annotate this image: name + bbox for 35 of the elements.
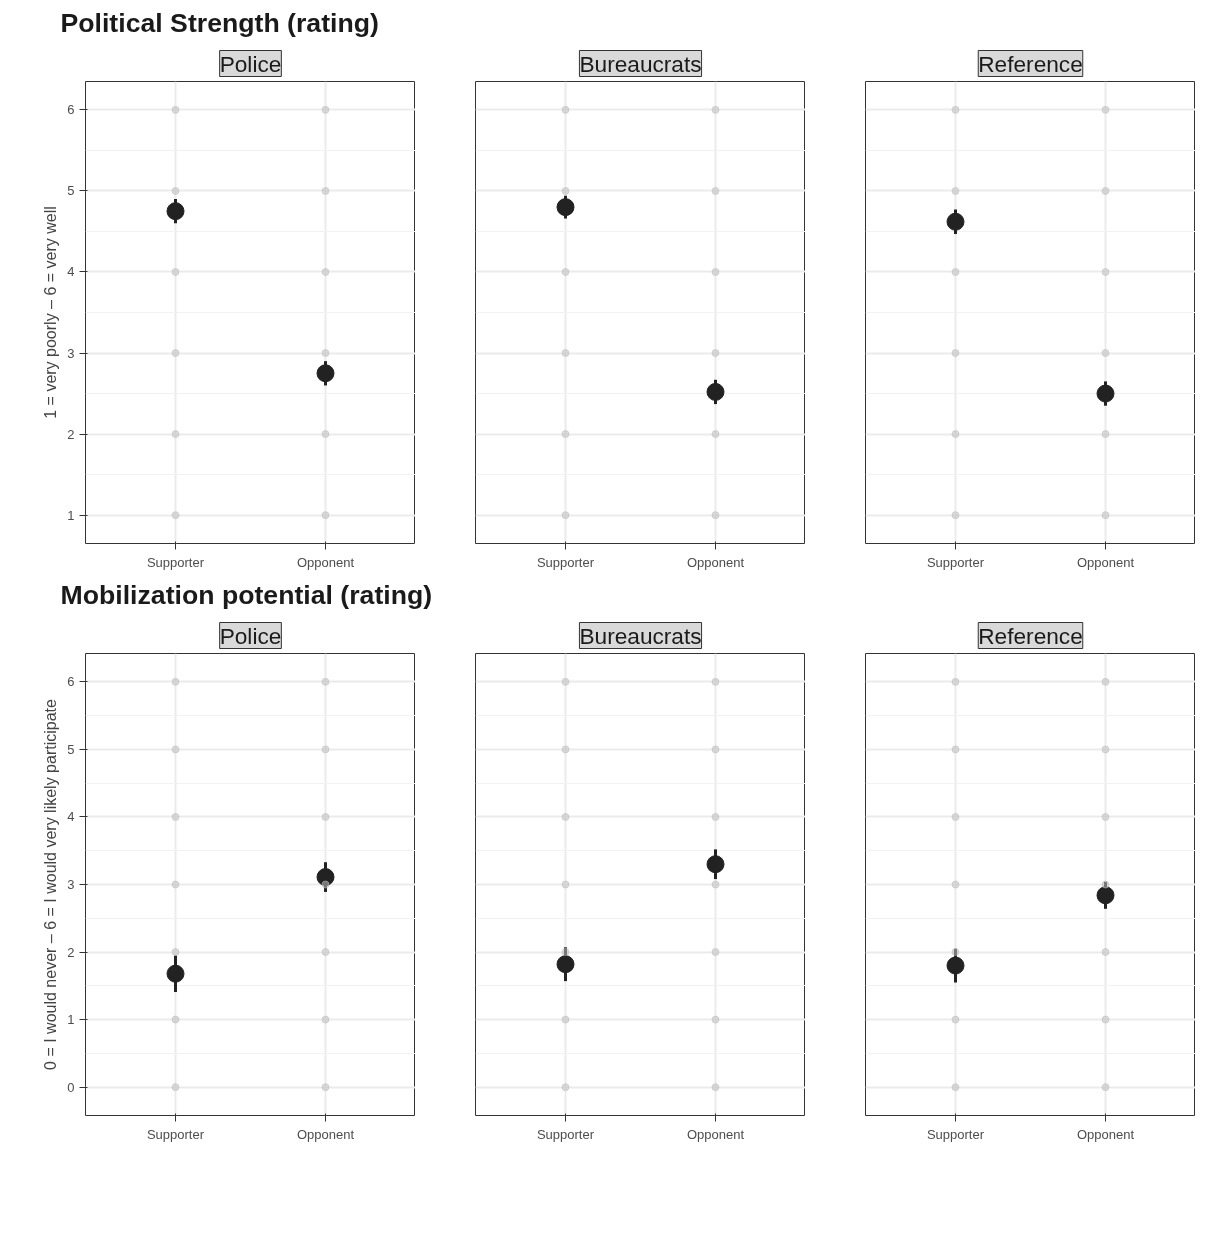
y-tick-label: 0 [67, 1079, 75, 1095]
y-tick-label: 3 [67, 345, 75, 361]
y-axis-title: 0 = I would never – 6 = I would very likely participate [42, 698, 60, 1070]
chart-subtitle: Bureaucrats [579, 622, 702, 649]
x-tick-label: Opponent [296, 554, 355, 570]
chart-subtitle: Reference [978, 622, 1083, 649]
y-tick-label: 5 [67, 741, 75, 757]
y-tick-label: 6 [67, 102, 75, 118]
chart-title: Political Strength (rating) [60, 7, 379, 38]
x-tick-label: Supporter [536, 554, 595, 570]
y-tick-label: 1 [67, 507, 75, 523]
chart-subtitle: Police [219, 50, 282, 77]
chart-title: Mobilization potential (rating) [60, 579, 433, 610]
chart-subtitle: Reference [978, 50, 1083, 77]
x-tick-label: Opponent [296, 1126, 355, 1142]
x-tick-label: Opponent [1076, 554, 1135, 570]
y-tick-label: 5 [67, 183, 75, 199]
y-axis-title: 1 = very poorly – 6 = very well [42, 206, 60, 419]
x-tick-label: Supporter [926, 554, 985, 570]
x-tick-label: Supporter [926, 1126, 985, 1142]
y-tick-label: 3 [67, 877, 75, 892]
y-tick-label: 2 [67, 426, 75, 442]
y-tick-label: 1 [67, 1012, 75, 1028]
x-tick-label: Opponent [1076, 1126, 1135, 1142]
x-tick-label: Opponent [686, 1126, 745, 1142]
x-tick-label: Supporter [536, 1126, 595, 1142]
chart-subtitle: Police [219, 622, 282, 649]
x-tick-label: Supporter [146, 1126, 205, 1142]
y-tick-label: 2 [67, 944, 75, 960]
y-tick-label: 6 [67, 674, 75, 690]
x-tick-label: Opponent [686, 554, 745, 570]
chart-subtitle: Bureaucrats [579, 50, 702, 77]
y-tick-label: 4 [67, 809, 75, 825]
y-tick-label: 4 [67, 264, 75, 280]
x-tick-label: Supporter [146, 554, 205, 570]
